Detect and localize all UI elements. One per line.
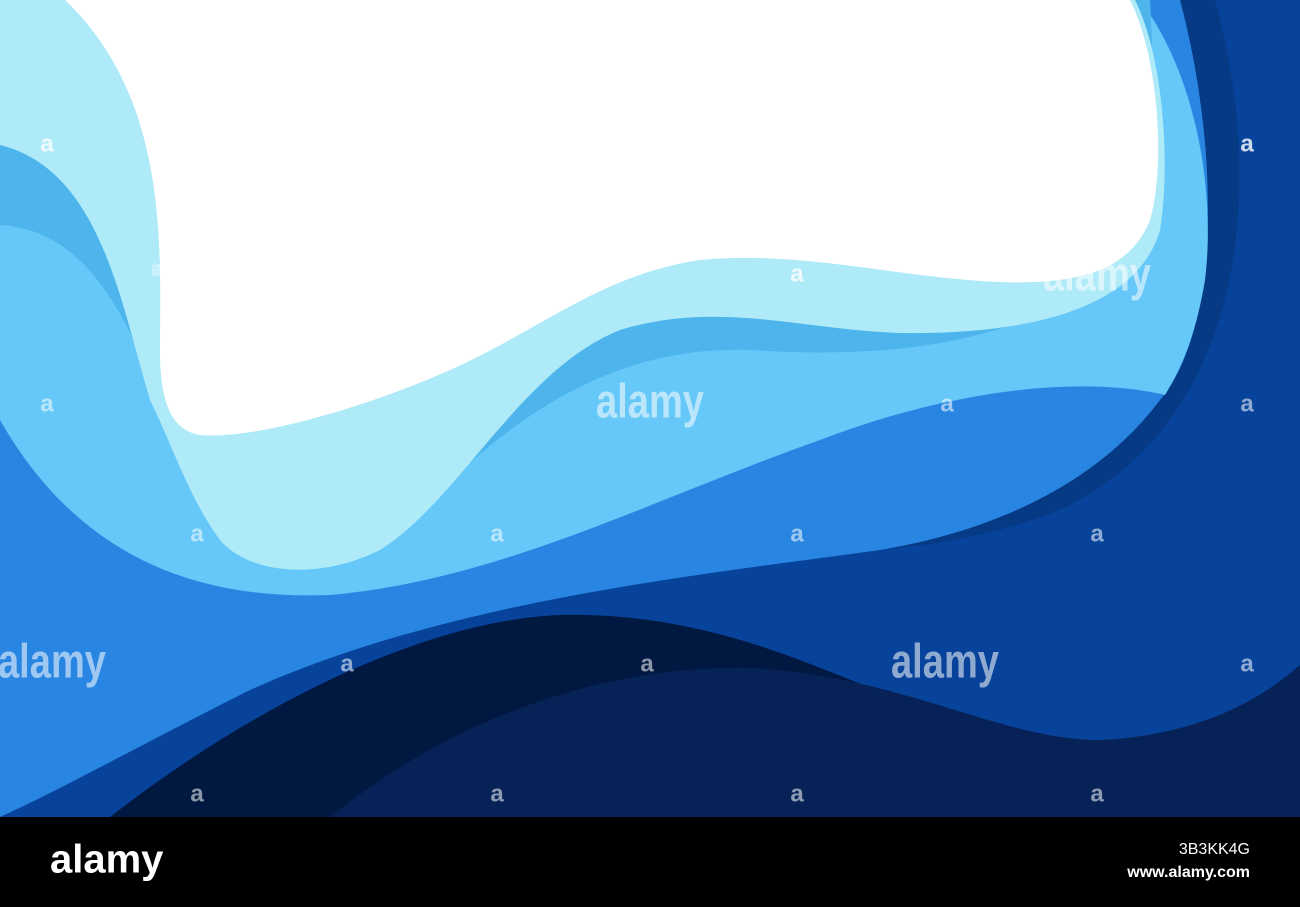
watermark-small: a xyxy=(790,780,804,807)
watermark-small: a xyxy=(1240,130,1254,157)
watermark-small: a xyxy=(40,130,54,157)
watermark-small: a xyxy=(340,650,354,677)
watermark-small: a xyxy=(790,520,804,547)
watermark-large: alamy xyxy=(152,256,164,281)
watermark-small: a xyxy=(940,390,954,417)
watermark-large: alamy xyxy=(596,376,704,429)
watermark-small: a xyxy=(1240,650,1254,677)
footer-bar xyxy=(0,817,1300,907)
watermark-small: a xyxy=(1090,520,1104,547)
watermark-small: a xyxy=(190,520,204,547)
watermark-large: alamy xyxy=(0,636,106,689)
watermark-small: a xyxy=(40,130,54,157)
watermark-small: a xyxy=(40,390,54,417)
wave-deep xyxy=(330,665,1300,817)
watermark-small: a xyxy=(790,260,804,287)
watermark-large: alamy xyxy=(1043,249,1151,302)
watermark-small: a xyxy=(1090,780,1104,807)
footer-logo: alamy xyxy=(50,838,164,882)
watermark-small: a xyxy=(1240,130,1254,157)
watermark-small: a xyxy=(640,650,654,677)
watermark-small: a xyxy=(490,520,504,547)
watermark-large: alamy xyxy=(891,636,999,689)
footer-url: www.alamy.com xyxy=(1126,864,1250,881)
watermark-small: a xyxy=(490,780,504,807)
watermark-small: a xyxy=(790,260,804,287)
image-id: 3B3KK4G xyxy=(1179,841,1250,858)
watermarks: alamy alamy alamy alamy alamy a a a a a a a a a a a a a a a… xyxy=(0,130,1254,807)
watermark-small: a xyxy=(1240,390,1254,417)
white-space xyxy=(65,0,1159,436)
watermark-small: a xyxy=(190,780,204,807)
